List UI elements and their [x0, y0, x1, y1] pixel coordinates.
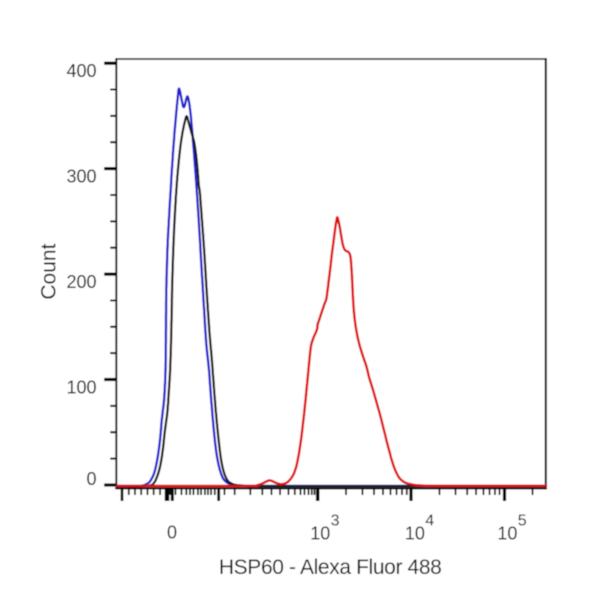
- svg-text:0: 0: [167, 523, 177, 543]
- svg-text:3: 3: [331, 512, 340, 529]
- svg-text:400: 400: [66, 61, 96, 81]
- svg-text:200: 200: [66, 272, 96, 292]
- svg-text:5: 5: [518, 512, 527, 529]
- svg-text:4: 4: [425, 512, 434, 529]
- svg-text:0: 0: [86, 469, 96, 489]
- svg-text:10: 10: [310, 523, 330, 543]
- svg-text:HSP60 - Alexa Fluor 488: HSP60 - Alexa Fluor 488: [219, 556, 442, 579]
- svg-text:300: 300: [66, 166, 96, 186]
- svg-text:10: 10: [497, 523, 517, 543]
- svg-text:Count: Count: [37, 243, 60, 299]
- svg-text:100: 100: [66, 377, 96, 397]
- svg-text:10: 10: [405, 523, 425, 543]
